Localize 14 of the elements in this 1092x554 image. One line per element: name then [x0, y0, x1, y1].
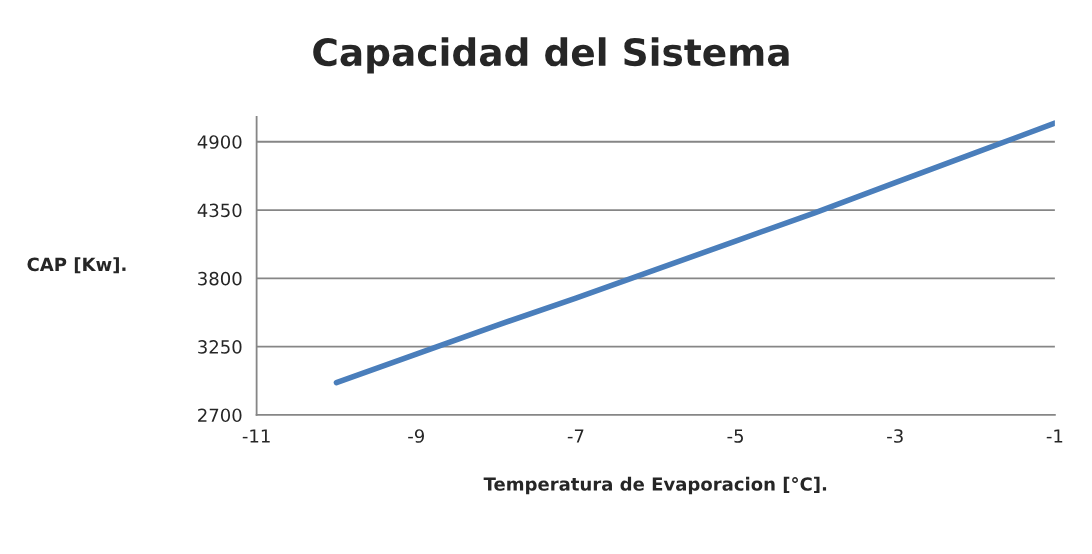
- x-tick-label: -1: [1046, 429, 1063, 443]
- x-tick-label: -7: [567, 429, 584, 443]
- x-tick-label: -5: [727, 429, 743, 443]
- chart-title: Capacidad del Sistema: [313, 37, 789, 74]
- x-axis-title: Temperatura de Evaporacion [°C].: [483, 476, 827, 495]
- y-tick-label: 3800: [198, 271, 242, 286]
- x-tick-label: -11: [242, 429, 270, 443]
- y-tick-label: 4900: [197, 135, 242, 149]
- y-axis-title: CAP [Kw].: [27, 257, 126, 274]
- x-tick-label: -9: [408, 429, 424, 443]
- x-tick-label: -3: [887, 429, 903, 443]
- y-tick-label: 2700: [198, 408, 242, 423]
- y-tick-label: 4350: [197, 203, 242, 218]
- y-tick-label: 3250: [198, 340, 242, 354]
